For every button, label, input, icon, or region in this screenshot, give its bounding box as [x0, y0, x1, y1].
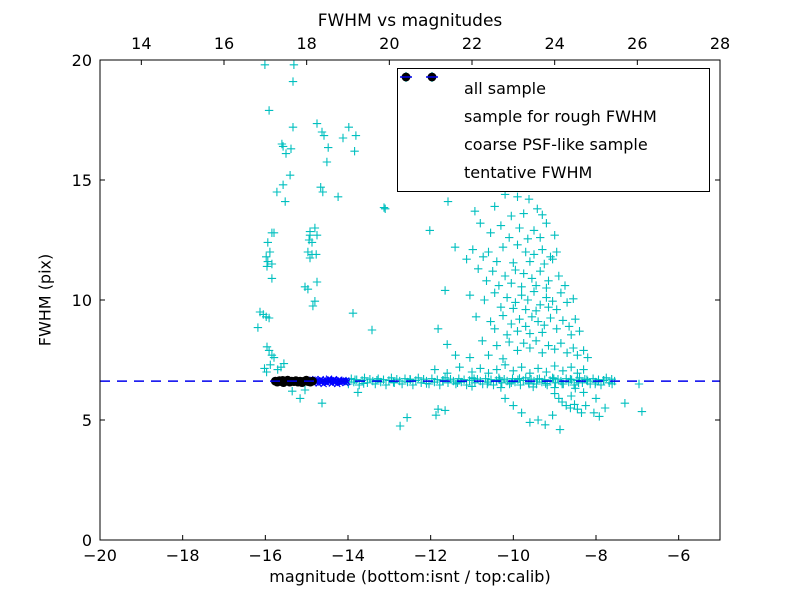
tick-label: 10: [72, 291, 92, 310]
series-all-sample: [253, 60, 647, 434]
legend: all sample sample for rough FWHM coarse …: [397, 68, 710, 192]
tick-label: −16: [248, 546, 282, 565]
tick-label: 0: [82, 531, 92, 550]
tick-label: 20: [379, 34, 399, 53]
tick-label: −20: [83, 546, 117, 565]
tick-label: 24: [544, 34, 564, 53]
axis-ticks: [99, 59, 721, 541]
tick-label: 14: [131, 34, 151, 53]
legend-item-label: tentative FWHM: [464, 162, 593, 182]
tick-label: 20: [72, 51, 92, 70]
legend-item-tentative-fwhm: tentative FWHM: [398, 76, 709, 186]
tick-label: 5: [82, 411, 92, 430]
tick-label: −8: [584, 546, 608, 565]
tick-label: 16: [214, 34, 234, 53]
chart-title: FWHM vs magnitudes: [317, 11, 503, 31]
tick-label: −6: [667, 546, 691, 565]
tick-label: −18: [166, 546, 200, 565]
tick-label: −14: [331, 546, 365, 565]
legend-item-label: coarse PSF-like sample: [464, 134, 648, 154]
y-axis-label: FWHM (pix): [35, 253, 55, 347]
legend-item-label: sample for rough FWHM: [464, 106, 657, 126]
tick-label: −12: [414, 546, 448, 565]
tick-label: 18: [296, 34, 316, 53]
tick-label: 15: [72, 171, 92, 190]
x-axis-label: magnitude (bottom:isnt / top:calib): [269, 567, 551, 586]
legend-item-label: all sample: [464, 78, 546, 98]
tick-label: 28: [710, 34, 730, 53]
legend-item-rough-fwhm: sample for rough FWHM: [398, 73, 709, 130]
dash-glyph: [400, 76, 438, 78]
tick-label: −10: [496, 546, 530, 565]
tick-label: 22: [462, 34, 482, 53]
legend-item-coarse-psf: coarse PSF-like sample: [398, 72, 709, 158]
tick-label: 26: [627, 34, 647, 53]
